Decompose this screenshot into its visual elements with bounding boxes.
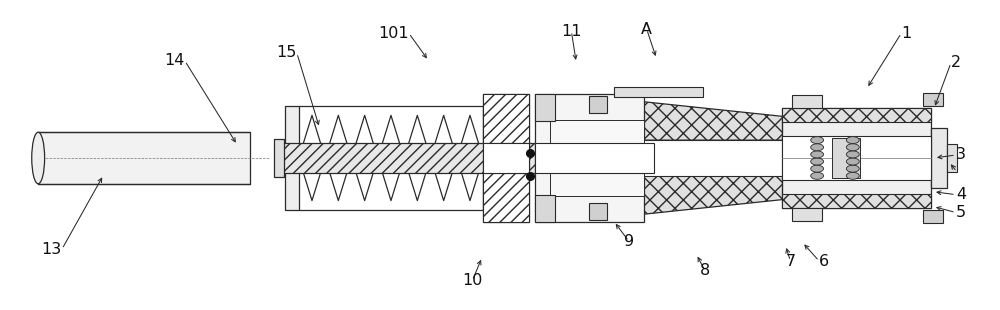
Bar bbox=[483, 143, 529, 173]
Ellipse shape bbox=[811, 144, 824, 151]
Bar bbox=[947, 144, 957, 172]
Text: 4: 4 bbox=[956, 187, 966, 202]
Bar bbox=[282, 143, 535, 173]
Bar bbox=[285, 106, 299, 210]
Text: 9: 9 bbox=[624, 234, 634, 249]
Text: 11: 11 bbox=[561, 24, 582, 39]
Ellipse shape bbox=[846, 165, 859, 172]
Bar bbox=[792, 207, 822, 221]
Bar bbox=[550, 120, 644, 196]
Ellipse shape bbox=[846, 172, 859, 179]
Ellipse shape bbox=[32, 132, 45, 184]
Bar bbox=[923, 210, 943, 224]
Text: 7: 7 bbox=[785, 254, 795, 268]
Bar bbox=[792, 95, 822, 108]
Text: 10: 10 bbox=[462, 273, 482, 288]
Bar bbox=[931, 128, 947, 188]
Ellipse shape bbox=[811, 137, 824, 144]
Bar bbox=[483, 173, 529, 222]
Bar bbox=[782, 194, 931, 207]
Bar bbox=[274, 139, 284, 177]
Ellipse shape bbox=[846, 151, 859, 158]
Ellipse shape bbox=[846, 137, 859, 144]
Text: 13: 13 bbox=[42, 242, 62, 257]
Bar bbox=[589, 202, 607, 220]
Ellipse shape bbox=[846, 158, 859, 165]
Text: 6: 6 bbox=[819, 254, 829, 268]
Bar bbox=[483, 106, 497, 210]
Bar bbox=[594, 140, 782, 176]
Text: 15: 15 bbox=[276, 46, 297, 60]
Bar bbox=[782, 108, 931, 122]
Bar bbox=[535, 94, 644, 222]
Text: A: A bbox=[641, 22, 652, 37]
Ellipse shape bbox=[811, 172, 824, 179]
Polygon shape bbox=[594, 176, 782, 219]
Text: 5: 5 bbox=[956, 205, 966, 220]
Bar bbox=[483, 94, 529, 143]
Text: 3: 3 bbox=[956, 148, 966, 162]
Bar bbox=[483, 94, 529, 222]
Ellipse shape bbox=[811, 151, 824, 158]
Ellipse shape bbox=[846, 144, 859, 151]
Ellipse shape bbox=[811, 165, 824, 172]
Ellipse shape bbox=[811, 158, 824, 165]
Bar bbox=[589, 95, 607, 113]
Bar bbox=[782, 136, 931, 180]
Text: 101: 101 bbox=[378, 26, 409, 41]
Bar bbox=[832, 138, 860, 178]
Text: 8: 8 bbox=[700, 264, 710, 278]
Bar bbox=[614, 86, 703, 96]
Bar bbox=[782, 108, 931, 207]
Bar bbox=[535, 195, 555, 222]
Text: 14: 14 bbox=[164, 53, 185, 68]
Bar bbox=[535, 143, 654, 173]
Polygon shape bbox=[594, 96, 782, 140]
Bar bbox=[38, 132, 250, 184]
Text: 2: 2 bbox=[951, 55, 961, 70]
Bar bbox=[535, 94, 555, 121]
Text: 1: 1 bbox=[901, 26, 912, 41]
Bar bbox=[923, 93, 943, 106]
